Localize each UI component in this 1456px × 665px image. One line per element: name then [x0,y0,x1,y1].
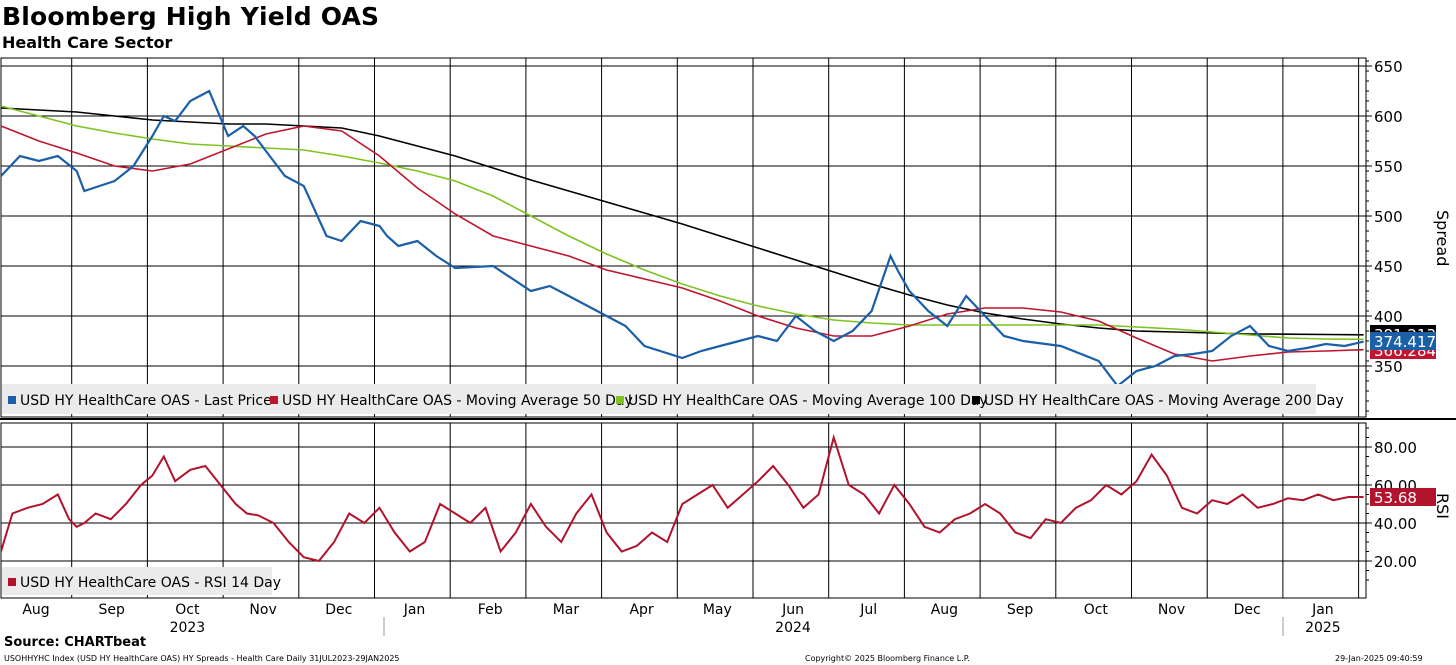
source-note: Source: CHARTbeat [4,635,147,650]
x-tick-label: Oct [1084,602,1109,618]
legend-label-2: USD HY HealthCare OAS - Moving Average 1… [628,393,988,409]
x-tick-label: Aug [931,602,958,618]
x-tick-label: Aug [22,602,49,618]
rsi-last-value-tag: 53.68 [1374,489,1417,507]
x-tick-label: Nov [249,602,276,618]
x-tick-label: Nov [1158,602,1185,618]
legend-background-main [2,384,1316,414]
y-axis-label-rsi: RSI [1433,493,1452,519]
y-tick-label-main: 350 [1374,358,1403,376]
x-tick-label: Dec [325,602,352,618]
x-tick-label: Oct [175,602,200,618]
legend-background-rsi [2,567,272,595]
rsi-last-value-tag-bg [1370,487,1436,506]
x-tick-label: Apr [629,602,653,618]
chart-title: Bloomberg High Yield OAS [2,2,380,31]
x-tick-label: Jun [781,602,804,618]
y-tick-label-main: 600 [1374,108,1403,126]
series-line-3 [1,107,1364,336]
y-tick-label-rsi: 40.00 [1374,515,1417,533]
chart-subtitle: Health Care Sector [2,33,173,52]
legend-swatch-3 [972,396,980,404]
legend-label-rsi: USD HY HealthCare OAS - RSI 14 Day [20,575,281,591]
rsi-line [1,433,1364,563]
x-tick-label: May [703,602,732,618]
x-tick-label: Feb [478,602,503,618]
series-line-2 [1,105,1364,341]
timestamp: 29-Jan-2025 09:40:59 [1335,654,1423,663]
y-tick-label-rsi: 20.00 [1374,553,1417,571]
index-description: USOHHYHC Index (USD HY HealthCare OAS) H… [4,654,400,663]
x-tick-label: Dec [1234,602,1261,618]
legend-swatch-0 [8,396,16,404]
legend-swatch-2 [616,396,624,404]
x-year-label: 2024 [775,620,811,636]
y-axis-label-main: Spread [1433,210,1452,266]
y-tick-label-main: 450 [1374,258,1403,276]
x-tick-label: Jan [403,602,426,618]
legend-label-0: USD HY HealthCare OAS - Last Price [20,393,272,409]
legend-swatch-rsi [8,578,16,586]
last-value-tag-bg-2 [1370,332,1436,350]
legend-label-3: USD HY HealthCare OAS - Moving Average 2… [984,393,1344,409]
x-year-label: 2023 [170,620,206,636]
y-tick-label-main: 500 [1374,208,1403,226]
x-tick-label: Sep [1007,602,1034,618]
series-line-1 [1,125,1364,362]
x-year-label: 2025 [1305,620,1341,636]
rsi-panel-frame [0,422,1367,599]
y-tick-label-rsi: 80.00 [1374,439,1417,457]
legend-label-1: USD HY HealthCare OAS - Moving Average 5… [282,393,633,409]
copyright-note: Copyright© 2025 Bloomberg Finance L.P. [805,654,970,663]
y-tick-label-main: 550 [1374,158,1403,176]
x-tick-label: Jul [859,602,877,618]
series-line-0 [1,89,1364,388]
last-value-tag-2: 374.417 [1374,333,1436,351]
x-tick-label: Mar [553,602,580,618]
y-tick-label-main: 400 [1374,308,1403,326]
main-panel-frame [0,57,1367,418]
y-tick-label-main: 650 [1374,58,1403,76]
x-tick-label: Jan [1311,602,1334,618]
legend-swatch-1 [270,396,278,404]
x-tick-label: Sep [99,602,126,618]
